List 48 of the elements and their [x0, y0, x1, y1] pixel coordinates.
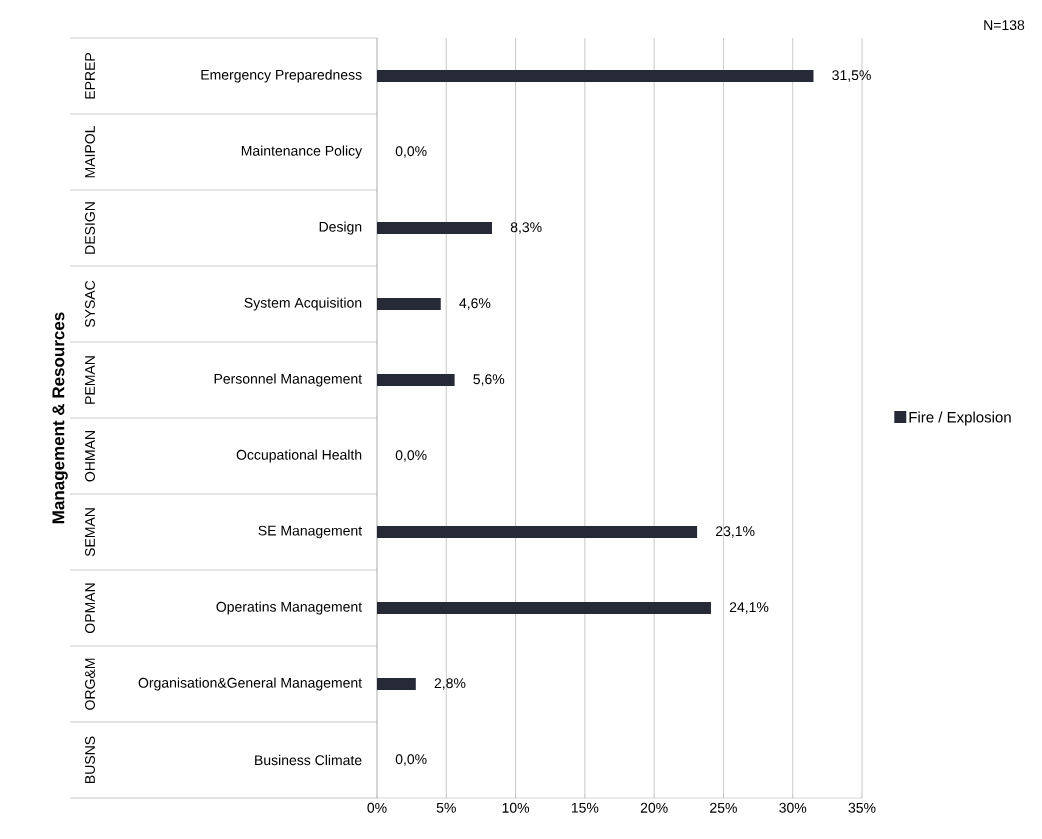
data-label: 4,6% — [459, 298, 491, 310]
x-tick-label: 30% — [779, 802, 807, 813]
x-tick-label: 20% — [640, 802, 668, 813]
text: N=138 — [984, 20, 1025, 31]
legend-label: Fire / Explosion — [909, 411, 1011, 426]
data-label: 2,8% — [434, 678, 466, 690]
bar — [377, 69, 814, 82]
text: OHMAN — [85, 431, 95, 482]
y-tick-label: Design — [319, 221, 362, 235]
text: ORG&M — [85, 658, 95, 710]
data-label: 8,3% — [510, 222, 542, 234]
x-tick-label: 35% — [848, 802, 876, 813]
x-tick-label: 5% — [436, 802, 456, 813]
y-tick-label: Maintenance Policy — [241, 145, 363, 159]
text: SEMAN — [85, 508, 95, 557]
text: DESIGN — [85, 202, 95, 254]
y-tick-label: Organisation&General Management — [138, 677, 362, 691]
x-tick-label: 0% — [367, 802, 387, 813]
text: OPMAN — [85, 583, 95, 634]
y-tick-label: Operatins Management — [216, 601, 362, 615]
bar — [377, 374, 455, 386]
y-axis-title: Management & Resources — [52, 312, 68, 524]
data-label: 31,5% — [832, 70, 871, 82]
x-tick-label: 15% — [571, 802, 599, 813]
y-tick-label: SE Management — [258, 525, 362, 539]
text: MAIPOL — [85, 125, 95, 178]
text: PEMAN — [85, 356, 95, 404]
x-tick-label: 10% — [502, 802, 530, 813]
data-label: 24,1% — [729, 602, 769, 614]
data-label: 0,0% — [395, 450, 427, 462]
y-tick-label: Business Climate — [255, 754, 362, 766]
y-tick-label: Emergency Preparedness — [201, 69, 362, 83]
bar — [377, 526, 698, 538]
y-tick-label: Occupational Health — [236, 449, 362, 463]
data-label: 5,6% — [473, 374, 505, 386]
text: EPREP — [85, 53, 95, 99]
data-label: 23,1% — [716, 526, 755, 538]
text: SYSAC — [85, 280, 95, 328]
bar — [377, 678, 416, 690]
y-tick-label: Personnel Management — [214, 373, 362, 387]
bar — [377, 602, 711, 614]
text: BUSNS — [85, 736, 95, 783]
y-tick-label: System Acquisition — [244, 297, 362, 311]
bar — [377, 297, 441, 310]
data-label: 0,0% — [395, 146, 427, 158]
bar — [377, 221, 493, 234]
data-label: 0,0% — [395, 754, 427, 766]
x-tick-label: 25% — [710, 802, 737, 813]
